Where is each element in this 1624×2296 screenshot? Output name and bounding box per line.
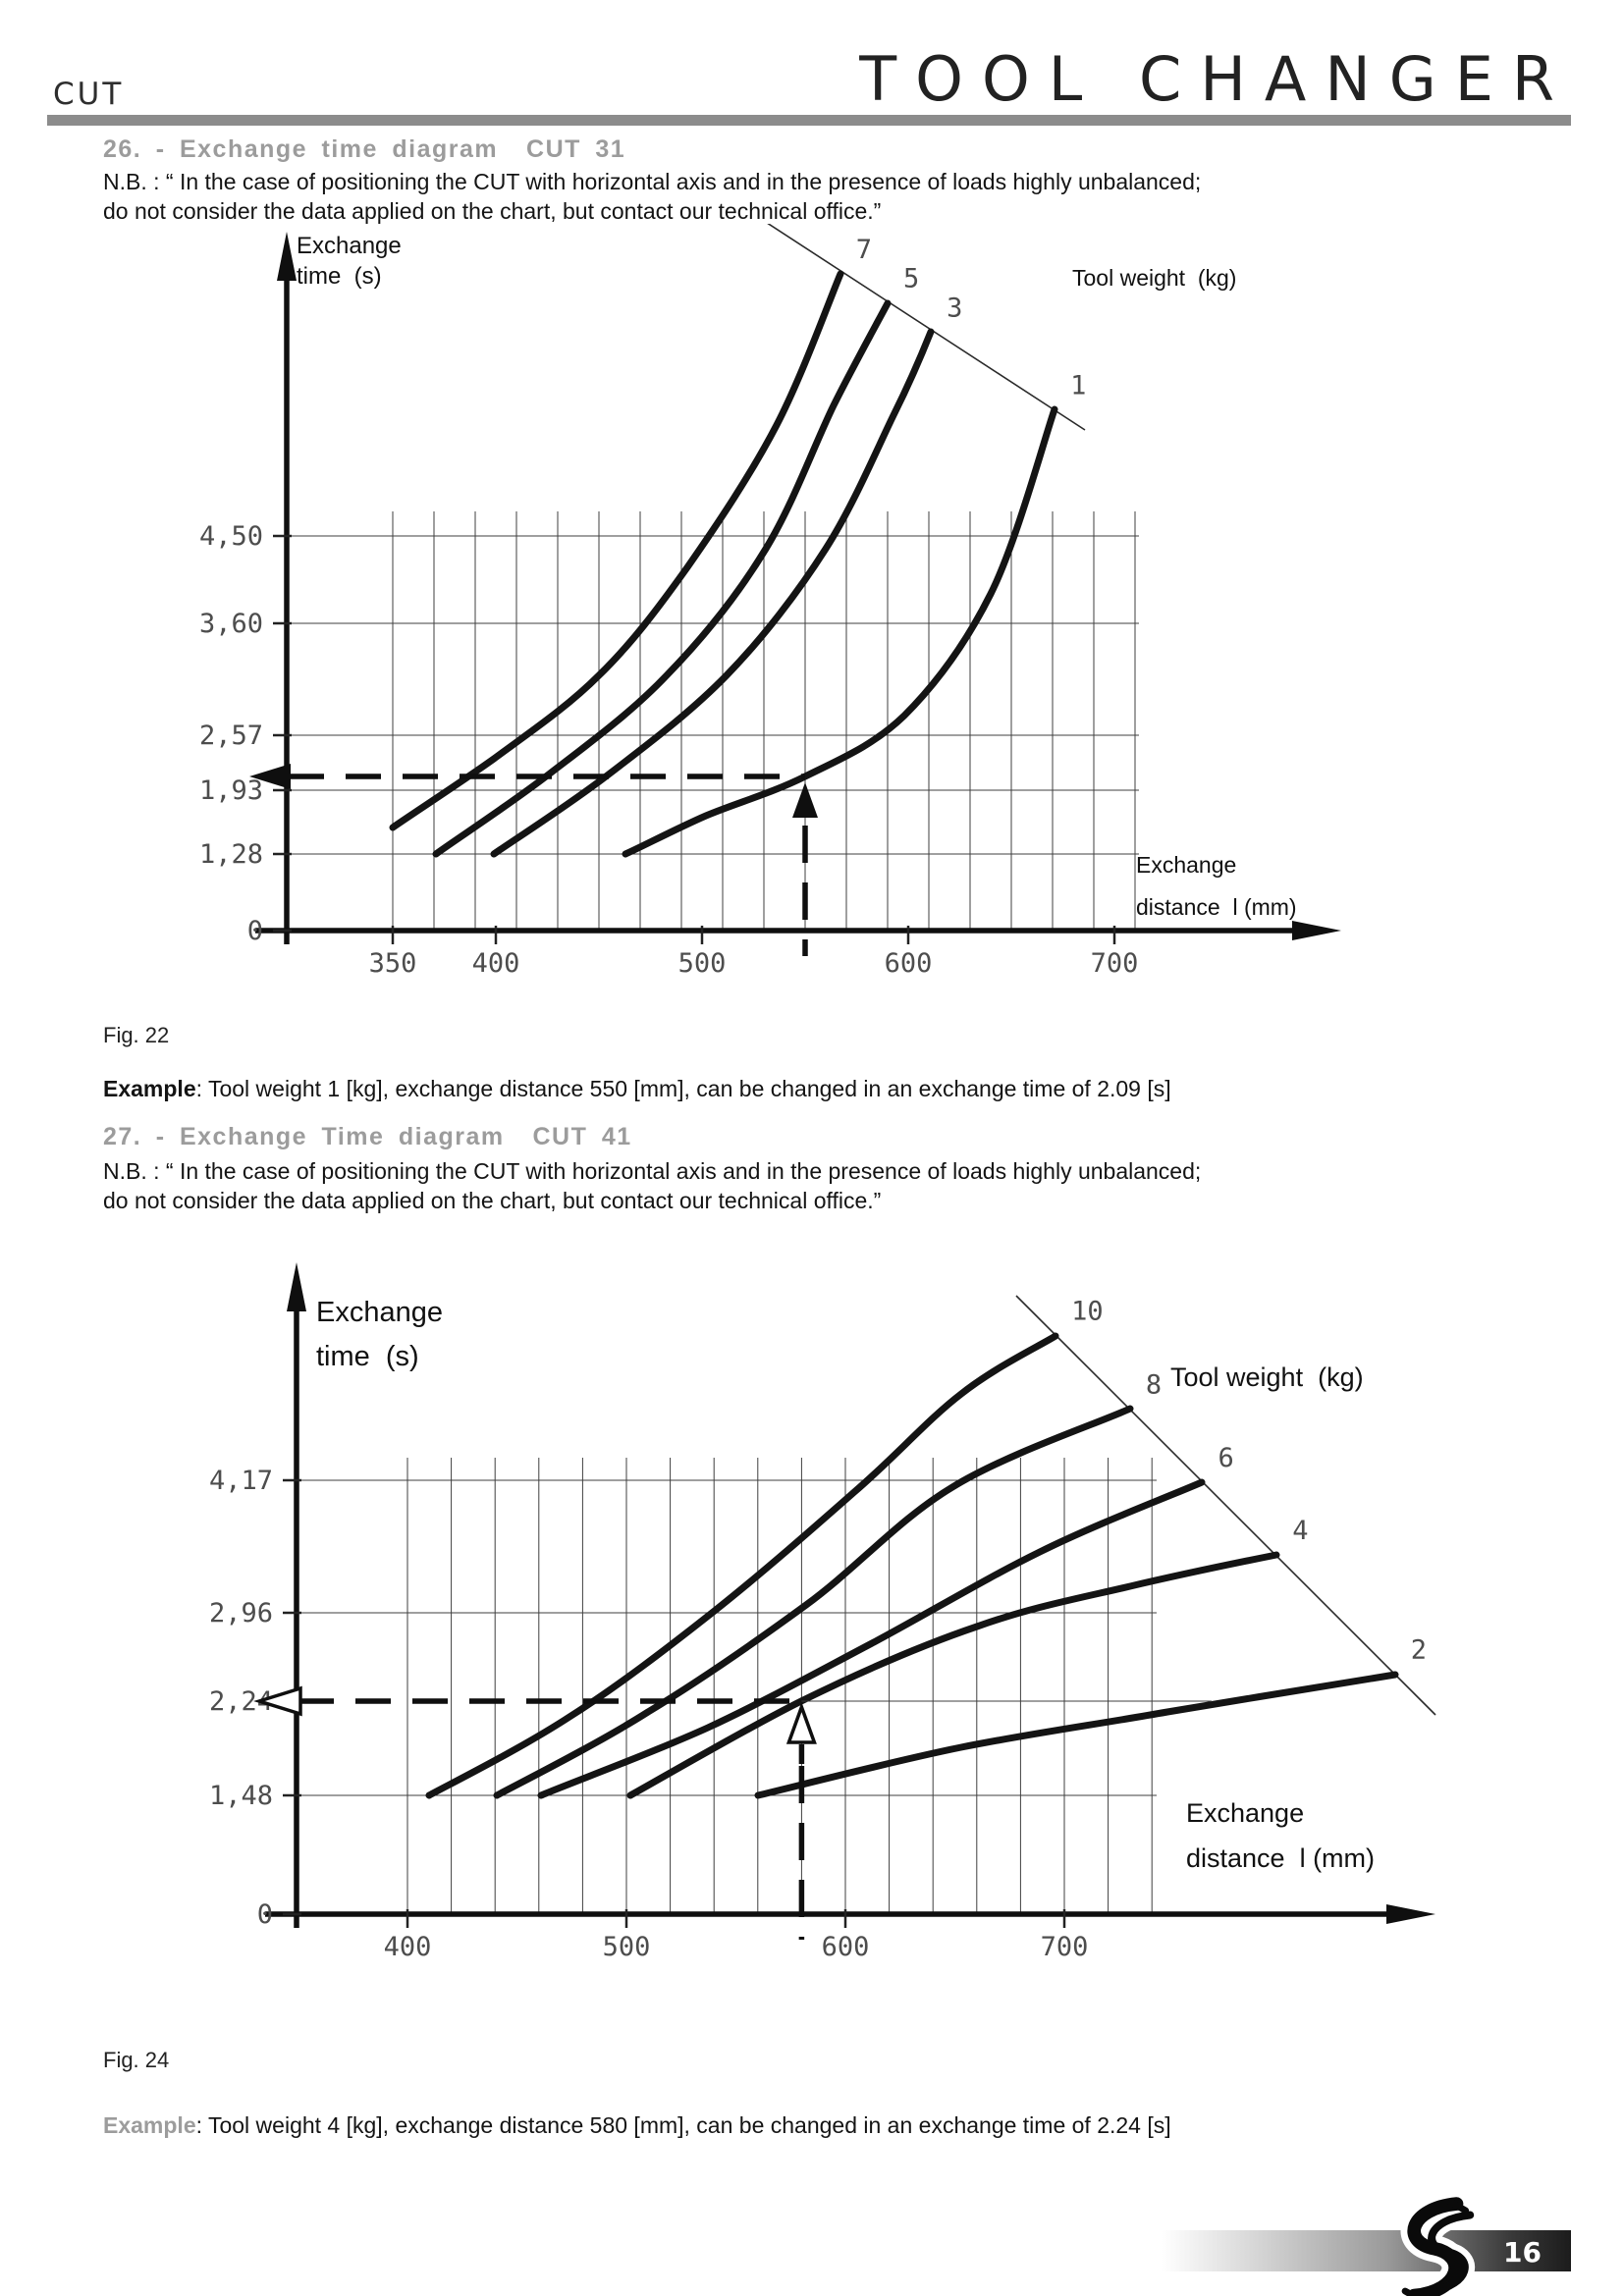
chart1-y-axis-title: Exchange time (s) (297, 233, 402, 290)
fig24-caption: Fig. 24 (103, 2048, 170, 2072)
svg-text:0: 0 (257, 1899, 273, 1930)
svg-text:600: 600 (822, 1932, 870, 1962)
fig24-example: Example: Tool weight 4 [kg], exchange di… (103, 2112, 1171, 2139)
svg-text:400: 400 (472, 948, 520, 979)
svg-text:0: 0 (247, 916, 263, 946)
company-logo-icon (1400, 2195, 1481, 2296)
svg-text:10: 10 (1071, 1297, 1104, 1327)
svg-text:3: 3 (947, 293, 962, 323)
footer-bar: 16 (1162, 2230, 1571, 2271)
svg-text:6: 6 (1218, 1443, 1233, 1473)
fig22-caption: Fig. 22 (103, 1023, 170, 1047)
fig24-example-label: Example (103, 2112, 196, 2138)
svg-text:1,93: 1,93 (199, 775, 263, 806)
svg-text:2: 2 (1411, 1635, 1427, 1666)
section-27-heading: 27. - Exchange Time diagram CUT 41 (103, 1123, 632, 1150)
svg-text:1,48: 1,48 (209, 1781, 273, 1811)
fig24-example-text: : Tool weight 4 [kg], exchange distance … (195, 2112, 1171, 2138)
fig22-example-text: : Tool weight 1 [kg], exchange distance … (195, 1076, 1171, 1101)
svg-text:600: 600 (885, 948, 933, 979)
chart1-x-axis-title: Exchange distance l (mm) (1136, 852, 1297, 920)
svg-text:2,96: 2,96 (209, 1598, 273, 1629)
exchange-time-chart-cut31: 4,50 3,60 2,57 1,93 1,28 0 350 400 500 600 700 7 53 1 (199, 224, 1341, 979)
svg-text:700: 700 (1091, 948, 1139, 979)
fig22-example: Example: Tool weight 1 [kg], exchange di… (103, 1076, 1171, 1102)
svg-text:500: 500 (603, 1932, 651, 1962)
header-rule (47, 115, 1571, 126)
chart2-tool-weight-label: Tool weight (kg) (1170, 1362, 1364, 1392)
chart2-y-axis-title: Exchange time (s) (316, 1297, 443, 1372)
svg-text:4,50: 4,50 (199, 521, 263, 552)
header-product-label: CUT (53, 77, 125, 112)
section-26-note: N.B. : “ In the case of positioning the … (103, 169, 1202, 224)
section-26-heading: 26. - Exchange time diagram CUT 31 (103, 135, 626, 163)
svg-text:350: 350 (369, 948, 417, 979)
svg-text:7: 7 (856, 235, 872, 265)
svg-text:2,57: 2,57 (199, 721, 263, 751)
svg-text:500: 500 (678, 948, 727, 979)
page-number: 16 (1503, 2236, 1542, 2269)
page-title: TOOL CHANGER (859, 43, 1573, 115)
svg-text:5: 5 (903, 264, 919, 294)
svg-text:3,60: 3,60 (199, 609, 263, 639)
chart2-x-axis-title: Exchange distance l (mm) (1186, 1798, 1376, 1873)
svg-text:700: 700 (1041, 1932, 1089, 1962)
svg-text:4: 4 (1292, 1516, 1308, 1546)
chart1-tool-weight-label: Tool weight (kg) (1072, 265, 1237, 291)
fig22-example-label: Example (103, 1076, 196, 1101)
svg-text:4,17: 4,17 (209, 1466, 273, 1496)
section-27-note: N.B. : “ In the case of positioning the … (103, 1158, 1202, 1213)
svg-text:1,28: 1,28 (199, 839, 263, 870)
svg-text:8: 8 (1146, 1369, 1162, 1400)
svg-text:400: 400 (384, 1932, 432, 1962)
svg-text:1: 1 (1070, 370, 1086, 400)
